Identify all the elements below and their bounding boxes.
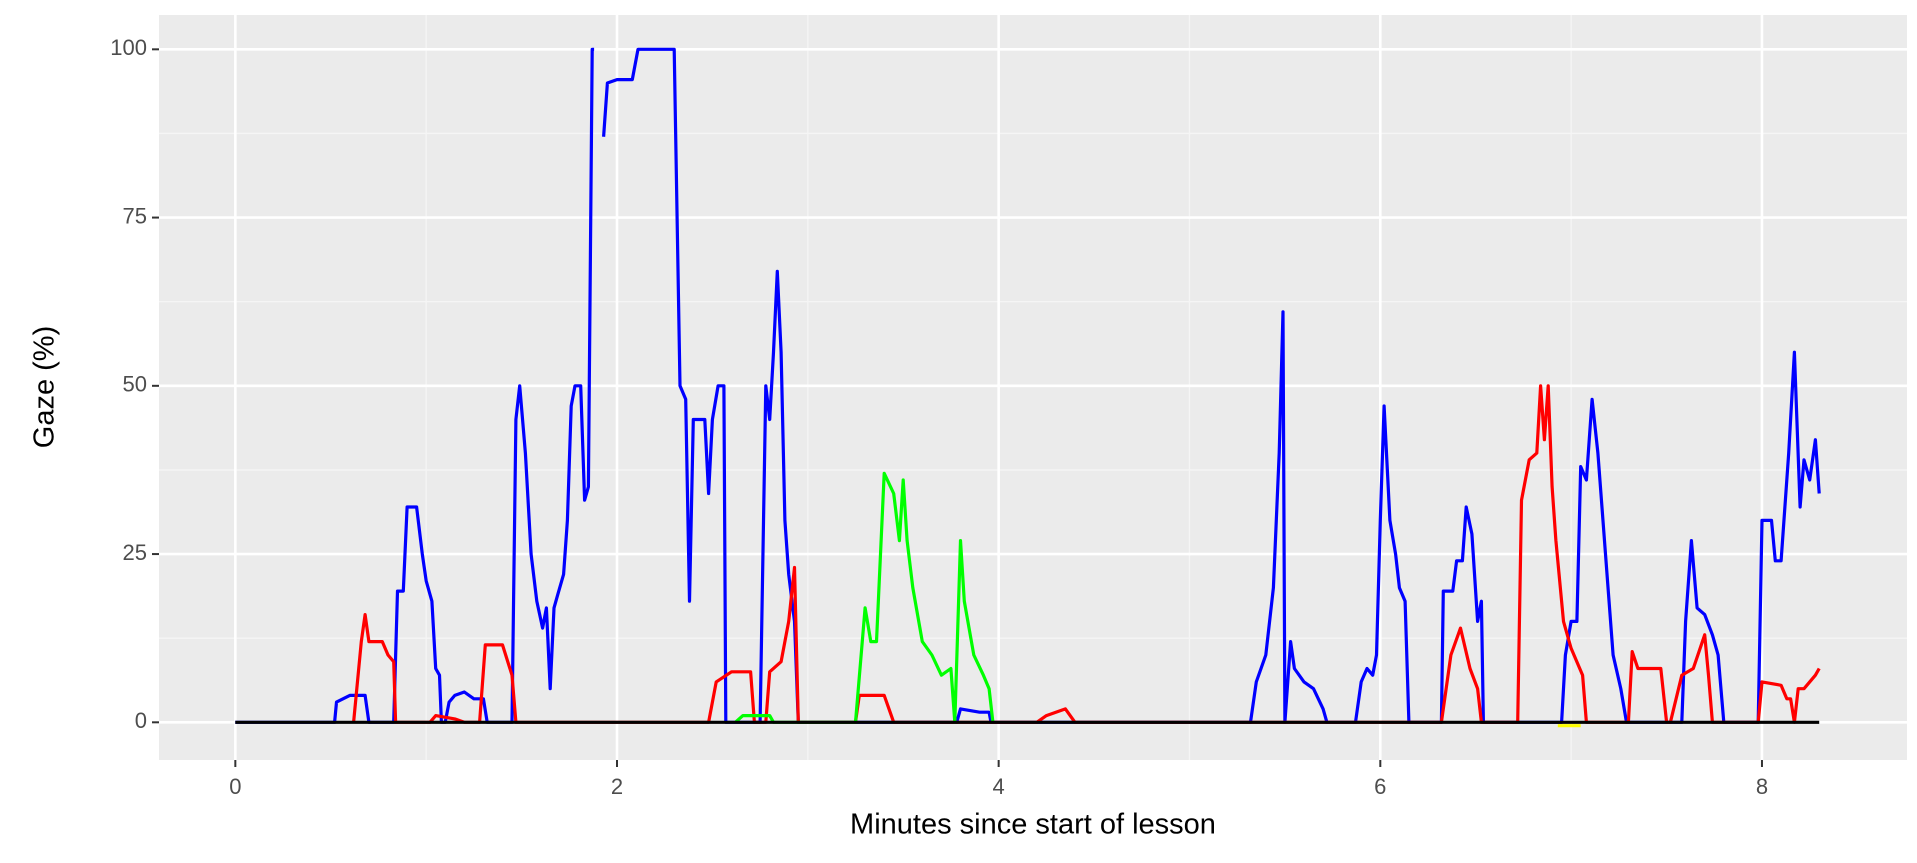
panel [159, 15, 1907, 760]
y-tick-label: 50 [123, 372, 147, 397]
x-tick-label: 0 [229, 774, 241, 799]
y-tick-label: 100 [110, 35, 147, 60]
axes: 0 2 4 6 8 0 25 50 75 100 [110, 35, 1768, 799]
y-tick-label: 25 [123, 540, 147, 565]
lines [235, 47, 1821, 728]
y-tick-label: 75 [123, 203, 147, 228]
x-tick-label: 6 [1374, 774, 1386, 799]
x-tick-label: 4 [993, 774, 1005, 799]
series-line [352, 384, 1821, 724]
y-tick-label: 0 [135, 708, 147, 733]
x-tick-label: 2 [611, 774, 623, 799]
x-axis-title: Minutes since start of lesson [850, 809, 1216, 841]
y-axis-title: Gaze (%) [29, 326, 61, 448]
x-tick-label: 8 [1756, 774, 1768, 799]
